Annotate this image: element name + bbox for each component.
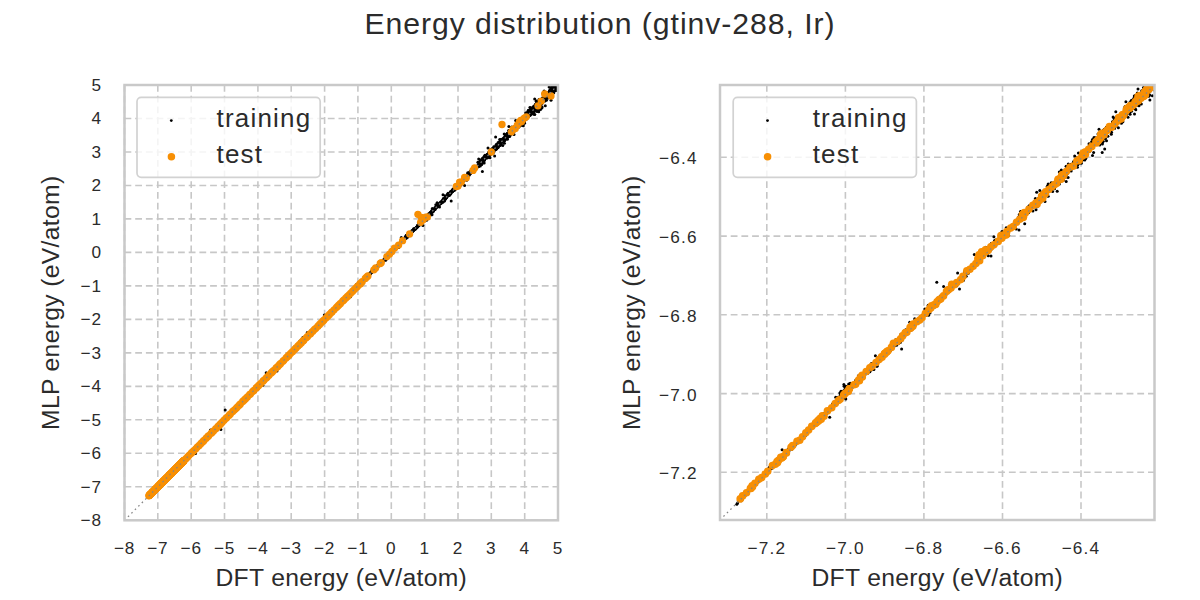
svg-text:test: test <box>813 139 860 169</box>
svg-text:−7.0: −7.0 <box>826 538 865 558</box>
svg-text:4: 4 <box>520 538 530 558</box>
svg-text:DFT energy (eV/atom): DFT energy (eV/atom) <box>811 564 1063 591</box>
svg-text:−1: −1 <box>347 538 368 558</box>
svg-text:−4: −4 <box>81 376 102 396</box>
svg-text:0: 0 <box>386 538 396 558</box>
svg-text:5: 5 <box>553 538 563 558</box>
svg-text:−5: −5 <box>214 538 235 558</box>
svg-text:−5: −5 <box>81 410 102 430</box>
svg-text:−6: −6 <box>81 443 102 463</box>
svg-text:−1: −1 <box>81 276 102 296</box>
svg-text:−7: −7 <box>147 538 168 558</box>
svg-text:Energy distribution (gtinv-288: Energy distribution (gtinv-288, Ir) <box>364 7 835 40</box>
svg-text:−6.6: −6.6 <box>659 227 698 247</box>
svg-text:−6.4: −6.4 <box>1062 538 1101 558</box>
svg-text:2: 2 <box>453 538 463 558</box>
svg-text:−2: −2 <box>314 538 335 558</box>
svg-text:−6.4: −6.4 <box>659 148 698 168</box>
svg-text:2: 2 <box>91 175 101 195</box>
svg-text:−7.0: −7.0 <box>659 385 698 405</box>
svg-text:MLP energy (eV/atom): MLP energy (eV/atom) <box>618 175 645 430</box>
svg-text:MLP energy (eV/atom): MLP energy (eV/atom) <box>37 175 64 430</box>
svg-text:5: 5 <box>91 75 101 95</box>
svg-text:−2: −2 <box>81 309 102 329</box>
svg-text:DFT energy (eV/atom): DFT energy (eV/atom) <box>215 564 467 591</box>
svg-text:4: 4 <box>91 108 101 128</box>
svg-text:−4: −4 <box>247 538 268 558</box>
svg-text:3: 3 <box>91 142 101 162</box>
svg-text:−7: −7 <box>81 477 102 497</box>
svg-text:−8: −8 <box>81 510 102 530</box>
svg-text:1: 1 <box>91 209 101 229</box>
svg-text:−6.8: −6.8 <box>659 306 698 326</box>
svg-text:−8: −8 <box>114 538 135 558</box>
svg-text:−7.2: −7.2 <box>659 463 698 483</box>
svg-text:0: 0 <box>91 242 101 262</box>
svg-text:training: training <box>217 103 312 133</box>
svg-text:−3: −3 <box>81 343 102 363</box>
svg-text:1: 1 <box>419 538 429 558</box>
svg-text:−6: −6 <box>181 538 202 558</box>
svg-text:test: test <box>217 139 264 169</box>
svg-text:−6.6: −6.6 <box>983 538 1022 558</box>
svg-text:−3: −3 <box>281 538 302 558</box>
svg-text:3: 3 <box>486 538 496 558</box>
svg-text:−7.2: −7.2 <box>747 538 786 558</box>
svg-text:training: training <box>813 103 908 133</box>
svg-text:−6.8: −6.8 <box>905 538 944 558</box>
